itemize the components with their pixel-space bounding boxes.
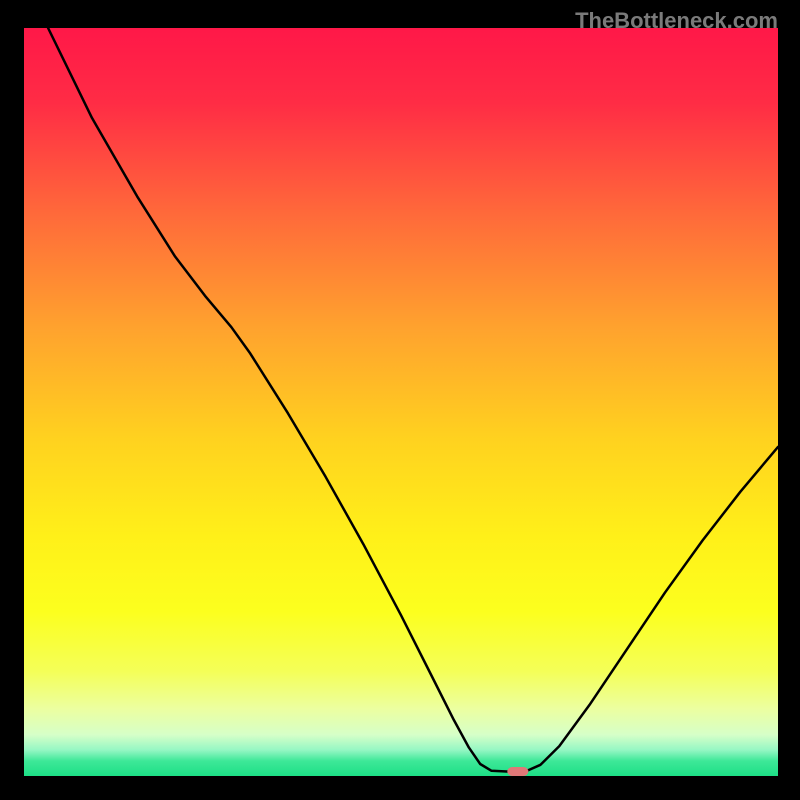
bottleneck-curve bbox=[48, 28, 778, 772]
curve-layer bbox=[0, 0, 800, 800]
watermark-text: TheBottleneck.com bbox=[575, 8, 778, 34]
optimal-marker bbox=[507, 767, 528, 776]
bottleneck-chart: TheBottleneck.com bbox=[0, 0, 800, 800]
